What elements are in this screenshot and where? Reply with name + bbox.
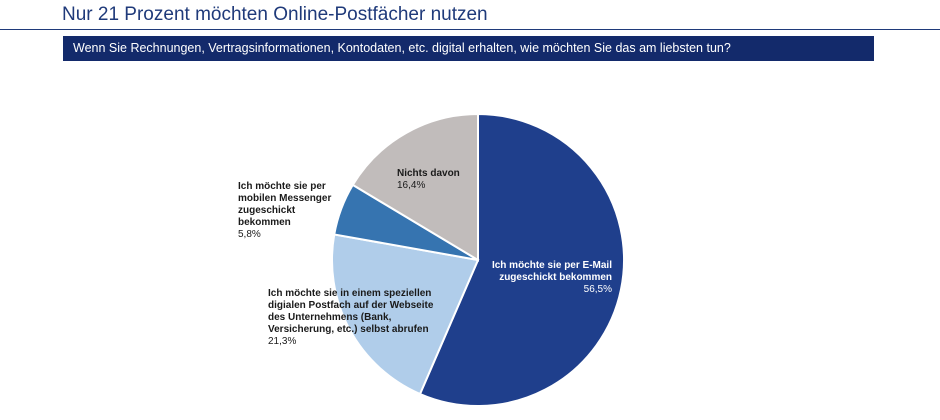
slice-label-postfach: Ich möchte sie in einem speziellendigial…: [268, 288, 434, 347]
slice-label-line: digialen Postfach auf der Webseite: [268, 300, 434, 311]
slice-value-label: 56,5%: [584, 284, 612, 295]
chart-title: Nur 21 Prozent möchten Online-Postfächer…: [62, 4, 488, 25]
pie-slice-postfach: [331, 233, 480, 396]
slice-label-line: Nichts davon: [397, 168, 460, 179]
question-banner: Wenn Sie Rechnungen, Vertragsinformation…: [63, 36, 874, 61]
slice-label-line: des Unternehmens (Bank,: [268, 312, 392, 323]
slice-label-line: zugeschickt: [238, 205, 296, 216]
slice-label-line: Versicherung, etc.) selbst abrufen: [268, 324, 429, 335]
slice-label-line: zugeschickt bekommen: [499, 272, 612, 283]
slice-value-label: 16,4%: [397, 180, 425, 191]
title-divider: [0, 29, 940, 30]
pie-slice-email: [418, 112, 626, 407]
slice-label-line: bekommen: [238, 217, 291, 228]
slice-label-line: mobilen Messenger: [238, 193, 331, 204]
slice-label-line: Ich möchte sie in einem speziellen: [268, 288, 431, 299]
slice-label-line: Ich möchte sie per: [238, 181, 326, 192]
pie-slice-nichts: [351, 112, 479, 262]
slice-label-line: Ich möchte sie per E-Mail: [492, 260, 612, 271]
slice-value-label: 21,3%: [268, 336, 296, 347]
slice-value-label: 5,8%: [238, 229, 261, 240]
